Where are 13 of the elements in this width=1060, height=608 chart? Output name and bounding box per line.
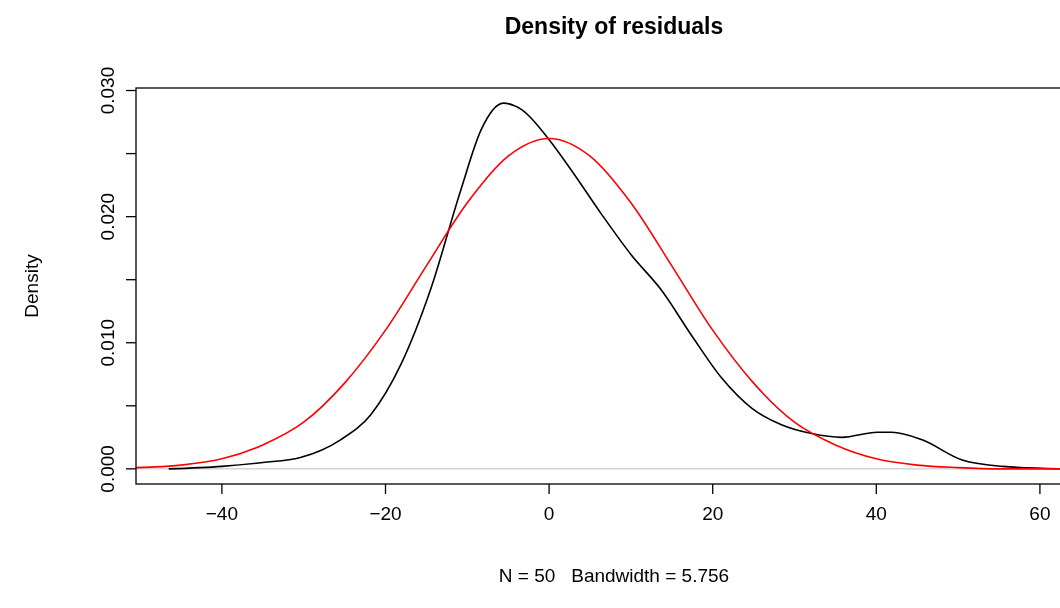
y-tick-label: 0.020 <box>97 192 118 241</box>
x-tick-label: 0 <box>543 503 555 524</box>
x-tick-label: −40 <box>205 503 239 524</box>
x-tick-label: 20 <box>702 503 724 524</box>
y-tick-label: 0.010 <box>97 318 118 367</box>
x-axis-title: N = 50 Bandwidth = 5.756 <box>498 565 730 586</box>
y-tick-label: 0.030 <box>97 66 118 115</box>
chart-title: Density of residuals <box>504 13 724 39</box>
y-axis-title: Density <box>21 253 42 318</box>
x-tick-label: 60 <box>1029 503 1051 524</box>
y-tick-label: 0.000 <box>97 445 118 493</box>
x-tick-label: −20 <box>369 503 402 524</box>
x-tick-label: 40 <box>865 503 887 524</box>
